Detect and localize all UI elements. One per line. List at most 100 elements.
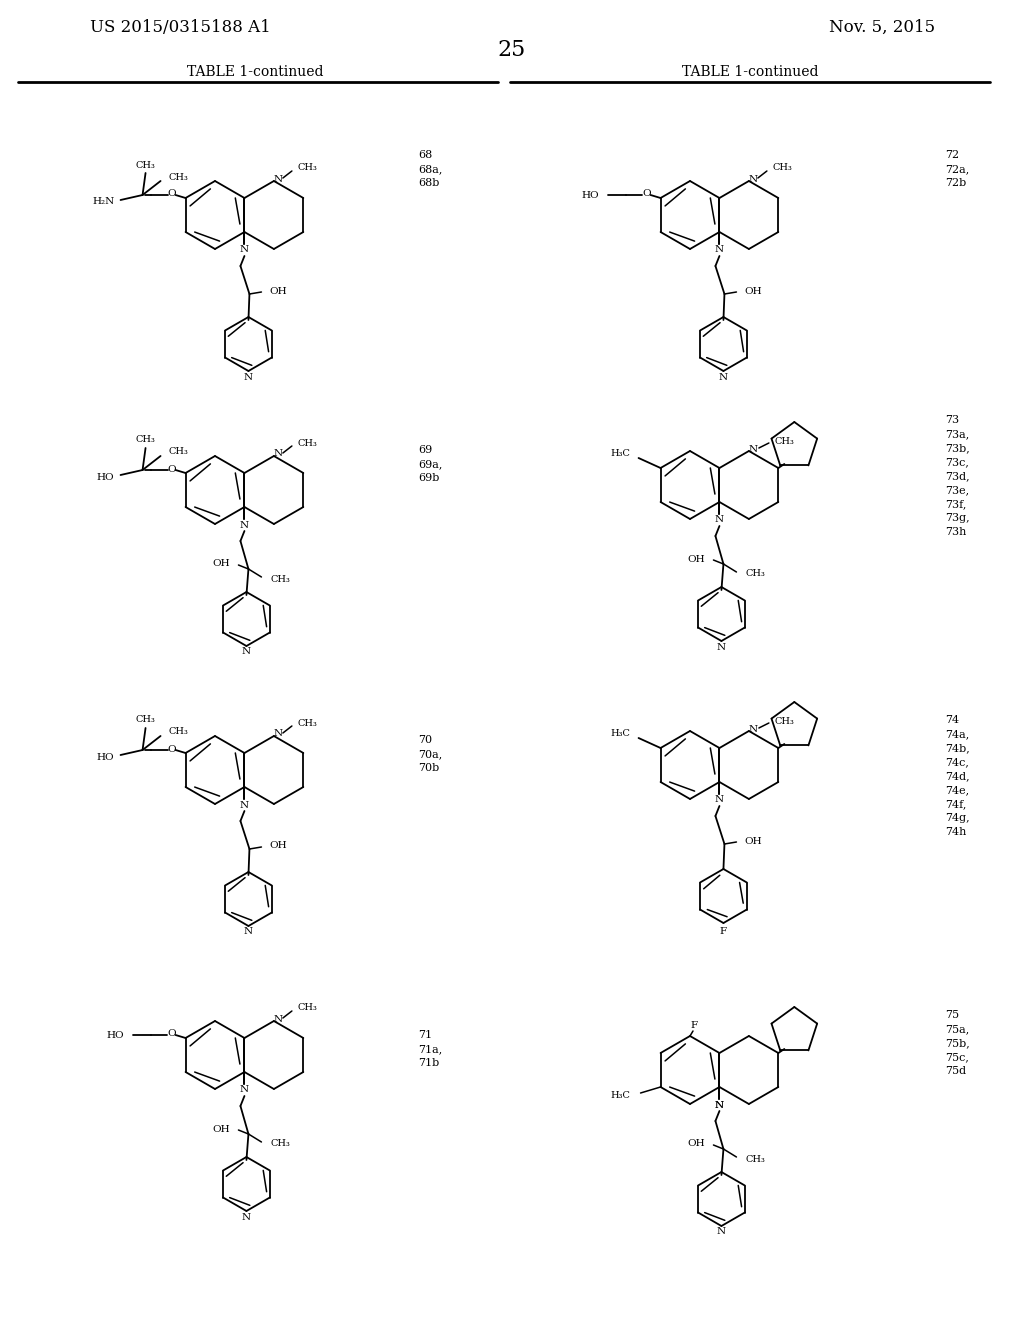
Text: N: N	[244, 928, 253, 936]
Text: 73a,: 73a,	[945, 429, 970, 440]
Text: 69a,: 69a,	[418, 459, 442, 469]
Text: 74b,: 74b,	[945, 743, 970, 752]
Text: HO: HO	[106, 1031, 125, 1040]
Text: 73c,: 73c,	[945, 457, 969, 467]
Text: 71a,: 71a,	[418, 1044, 442, 1053]
Text: 73e,: 73e,	[945, 484, 969, 495]
Text: CH₃: CH₃	[298, 1003, 317, 1012]
Text: CH₃: CH₃	[298, 164, 317, 173]
Text: OH: OH	[269, 842, 287, 850]
Text: 72b: 72b	[945, 178, 967, 187]
Text: 74: 74	[945, 715, 959, 725]
Text: N: N	[273, 450, 283, 458]
Text: N: N	[273, 730, 283, 738]
Text: 68a,: 68a,	[418, 164, 442, 174]
Text: F: F	[690, 1022, 697, 1031]
Text: N: N	[240, 520, 249, 529]
Text: 73g,: 73g,	[945, 513, 970, 523]
Text: 73h: 73h	[945, 527, 967, 537]
Text: US 2015/0315188 A1: US 2015/0315188 A1	[90, 18, 270, 36]
Text: 75d: 75d	[945, 1067, 966, 1076]
Text: N: N	[273, 174, 283, 183]
Text: 72a,: 72a,	[945, 164, 970, 174]
Text: 69b: 69b	[418, 473, 439, 483]
Text: N: N	[749, 445, 758, 454]
Text: 74e,: 74e,	[945, 785, 969, 795]
Text: 73: 73	[945, 414, 959, 425]
Text: 72: 72	[945, 150, 959, 160]
Text: O: O	[167, 1030, 176, 1039]
Text: 70b: 70b	[418, 763, 439, 774]
Text: N: N	[240, 1085, 249, 1094]
Text: O: O	[167, 190, 176, 198]
Text: 68b: 68b	[418, 178, 439, 187]
Text: N: N	[715, 246, 724, 255]
Text: 69: 69	[418, 445, 432, 455]
Text: OH: OH	[688, 1139, 706, 1148]
Text: H₂N: H₂N	[92, 198, 115, 206]
Text: O: O	[167, 465, 176, 474]
Text: Nov. 5, 2015: Nov. 5, 2015	[828, 18, 935, 36]
Text: N: N	[717, 643, 726, 652]
Text: 25: 25	[498, 40, 526, 61]
Text: OH: OH	[688, 554, 706, 564]
Text: 74h: 74h	[945, 828, 967, 837]
Text: CH₃: CH₃	[298, 438, 317, 447]
Text: CH₃: CH₃	[775, 717, 795, 726]
Text: 74g,: 74g,	[945, 813, 970, 822]
Text: 74c,: 74c,	[945, 756, 969, 767]
Text: 70: 70	[418, 735, 432, 744]
Text: CH₃: CH₃	[135, 161, 156, 169]
Text: 71: 71	[418, 1030, 432, 1040]
Text: O: O	[167, 744, 176, 754]
Text: N: N	[715, 1101, 724, 1110]
Text: H₃C: H₃C	[610, 730, 631, 738]
Text: N: N	[749, 174, 758, 183]
Text: 74f,: 74f,	[945, 799, 967, 809]
Text: N: N	[240, 800, 249, 809]
Text: N: N	[715, 1101, 724, 1110]
Text: 71b: 71b	[418, 1059, 439, 1068]
Text: TABLE 1-continued: TABLE 1-continued	[682, 65, 818, 79]
Text: H₃C: H₃C	[610, 450, 631, 458]
Text: CH₃: CH₃	[135, 715, 156, 725]
Text: CH₃: CH₃	[745, 1155, 765, 1163]
Text: OH: OH	[744, 286, 762, 296]
Text: N: N	[240, 246, 249, 255]
Text: N: N	[717, 1228, 726, 1237]
Text: N: N	[242, 1213, 251, 1221]
Text: CH₃: CH₃	[745, 569, 765, 578]
Text: 73d,: 73d,	[945, 471, 970, 480]
Text: 73b,: 73b,	[945, 444, 970, 453]
Text: 73f,: 73f,	[945, 499, 967, 510]
Text: CH₃: CH₃	[135, 436, 156, 445]
Text: O: O	[642, 190, 651, 198]
Text: HO: HO	[97, 473, 115, 482]
Text: CH₃: CH₃	[169, 727, 188, 737]
Text: F: F	[720, 927, 727, 936]
Text: 75c,: 75c,	[945, 1052, 969, 1063]
Text: OH: OH	[213, 1125, 230, 1134]
Text: TABLE 1-continued: TABLE 1-continued	[186, 65, 324, 79]
Text: CH₃: CH₃	[270, 574, 291, 583]
Text: OH: OH	[213, 560, 230, 569]
Text: N: N	[242, 648, 251, 656]
Text: N: N	[244, 372, 253, 381]
Text: HO: HO	[582, 190, 600, 199]
Text: N: N	[715, 796, 724, 804]
Text: OH: OH	[269, 286, 287, 296]
Text: CH₃: CH₃	[298, 718, 317, 727]
Text: CH₃: CH₃	[775, 437, 795, 446]
Text: OH: OH	[744, 837, 762, 846]
Text: N: N	[715, 516, 724, 524]
Text: CH₃: CH₃	[773, 164, 793, 173]
Text: CH₃: CH₃	[169, 447, 188, 457]
Text: CH₃: CH₃	[169, 173, 188, 181]
Text: N: N	[749, 725, 758, 734]
Text: 68: 68	[418, 150, 432, 160]
Text: 75b,: 75b,	[945, 1038, 970, 1048]
Text: CH₃: CH₃	[270, 1139, 291, 1148]
Text: H₃C: H₃C	[610, 1090, 631, 1100]
Text: 74a,: 74a,	[945, 729, 970, 739]
Text: 74d,: 74d,	[945, 771, 970, 781]
